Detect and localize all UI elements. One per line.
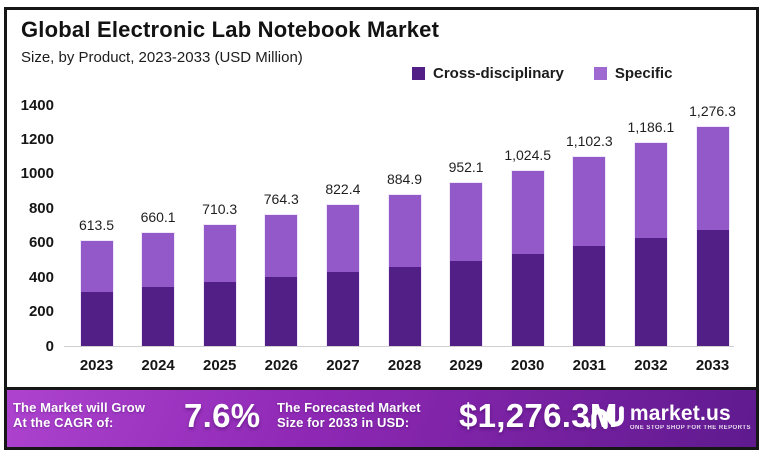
- x-tick-label: 2028: [387, 357, 422, 374]
- bar-2026: [264, 214, 299, 346]
- bar-2024: [141, 232, 176, 346]
- bar-segment-specific: [511, 170, 544, 254]
- legend-label-specific: Specific: [614, 65, 673, 82]
- y-tick-label: 200: [28, 303, 54, 321]
- x-tick-label: 2030: [511, 357, 545, 374]
- bar-segment-specific: [326, 205, 359, 273]
- bar-segment-cross-disciplinary: [450, 260, 483, 346]
- bar-total-label: 1,276.3: [689, 103, 736, 120]
- outer-frame: The Market will Grow At the CAGR of: 7.6…: [4, 7, 759, 450]
- bar-total-label: 613.5: [78, 217, 115, 234]
- y-tick-label: 0: [45, 337, 54, 355]
- bar-segment-cross-disciplinary: [265, 277, 298, 346]
- x-tick-label: 2032: [634, 357, 668, 374]
- bar-segment-cross-disciplinary: [80, 291, 113, 346]
- bar-total-label: 1,102.3: [565, 133, 613, 150]
- bar-2025: [202, 223, 237, 346]
- bar-segment-cross-disciplinary: [388, 266, 421, 346]
- bar-total-label: 660.1: [140, 209, 176, 226]
- bar-2032: [633, 141, 668, 346]
- x-tick-label: 2023: [79, 357, 114, 374]
- bar-total-label: 1,186.1: [627, 118, 675, 135]
- y-tick-label: 1200: [20, 130, 54, 148]
- bar-2023: [79, 240, 114, 346]
- bar-2027: [325, 204, 360, 346]
- x-tick-label: 2026: [264, 357, 298, 374]
- bar-total-label: 952.1: [448, 159, 484, 176]
- brand-block: market.us ONE STOP SHOP FOR THE REPORTS: [585, 403, 751, 431]
- bar-segment-cross-disciplinary: [142, 287, 175, 346]
- y-tick-label: 600: [28, 234, 54, 252]
- x-tick-label: 2025: [203, 357, 237, 374]
- footer-banner: The Market will Grow At the CAGR of: 7.6…: [7, 387, 756, 447]
- bar-2031: [572, 156, 607, 346]
- bar-segment-specific: [203, 224, 236, 283]
- bar-segment-specific: [573, 157, 606, 246]
- bar-segment-specific: [634, 142, 667, 238]
- cagr-label-line1: The Market will Grow: [13, 400, 146, 415]
- legend-label-cross-disciplinary: Cross-disciplinary: [433, 65, 564, 82]
- legend-item-cross-disciplinary: Cross-disciplinary: [412, 65, 564, 82]
- x-tick-label: 2024: [141, 357, 175, 374]
- bar-total-label: 884.9: [386, 170, 423, 187]
- bar-total-label: 822.4: [325, 181, 361, 198]
- page-subtitle: Size, by Product, 2023-2033 (USD Million…: [21, 49, 303, 66]
- forecast-label-line1: The Forecasted Market: [277, 400, 421, 415]
- brand-text: market.us ONE STOP SHOP FOR THE REPORTS: [630, 403, 751, 431]
- bar-2028: [387, 193, 422, 346]
- bar-segment-cross-disciplinary: [573, 245, 606, 346]
- legend-swatch-specific-icon: [593, 67, 607, 80]
- cagr-value: 7.6%: [184, 397, 261, 434]
- bar-segment-specific: [450, 183, 483, 261]
- legend-item-specific: Specific: [593, 65, 673, 82]
- bar-segment-cross-disciplinary: [634, 237, 667, 346]
- x-tick-label: 2033: [695, 357, 730, 374]
- bar-2029: [449, 182, 484, 346]
- x-tick-label: 2031: [572, 357, 606, 374]
- bar-segment-specific: [265, 215, 298, 278]
- bar-2033: [695, 126, 730, 346]
- bar-segment-cross-disciplinary: [696, 230, 729, 346]
- bar-segment-specific: [696, 127, 729, 231]
- bar-total-label: 764.3: [263, 191, 299, 208]
- x-tick-label: 2027: [326, 357, 360, 374]
- cagr-label-line2: At the CAGR of:: [13, 415, 114, 430]
- legend-swatch-cross-disciplinary-icon: [412, 67, 425, 80]
- y-tick-label: 400: [28, 268, 54, 286]
- legend: Cross-disciplinary Specific: [412, 65, 672, 82]
- bar-segment-cross-disciplinary: [511, 253, 544, 346]
- brand-name: market.us: [629, 402, 731, 425]
- x-tick-label: 2029: [449, 357, 483, 374]
- forecast-label-line2: Size for 2033 in USD:: [277, 415, 410, 430]
- x-axis-line: [64, 346, 734, 347]
- y-tick-label: 800: [28, 199, 54, 217]
- brand-tagline: ONE STOP SHOP FOR THE REPORTS: [629, 425, 751, 431]
- marketus-logo-icon: [585, 406, 624, 429]
- forecast-label: The Forecasted Market Size for 2033 in U…: [277, 400, 421, 430]
- bar-segment-cross-disciplinary: [203, 282, 236, 346]
- cagr-label: The Market will Grow At the CAGR of:: [13, 400, 145, 430]
- bar-segment-specific: [142, 233, 175, 288]
- bar-2030: [510, 169, 545, 346]
- y-tick-label: 1400: [20, 96, 54, 114]
- bar-segment-cross-disciplinary: [326, 272, 359, 346]
- bar-total-label: 710.3: [202, 200, 238, 217]
- bar-segment-specific: [388, 194, 421, 267]
- bar-segment-specific: [80, 241, 113, 292]
- y-tick-label: 1000: [20, 165, 54, 183]
- page-title: Global Electronic Lab Notebook Market: [21, 17, 440, 42]
- bar-total-label: 1,024.5: [504, 146, 552, 163]
- forecast-value: $1,276.3M: [459, 397, 618, 434]
